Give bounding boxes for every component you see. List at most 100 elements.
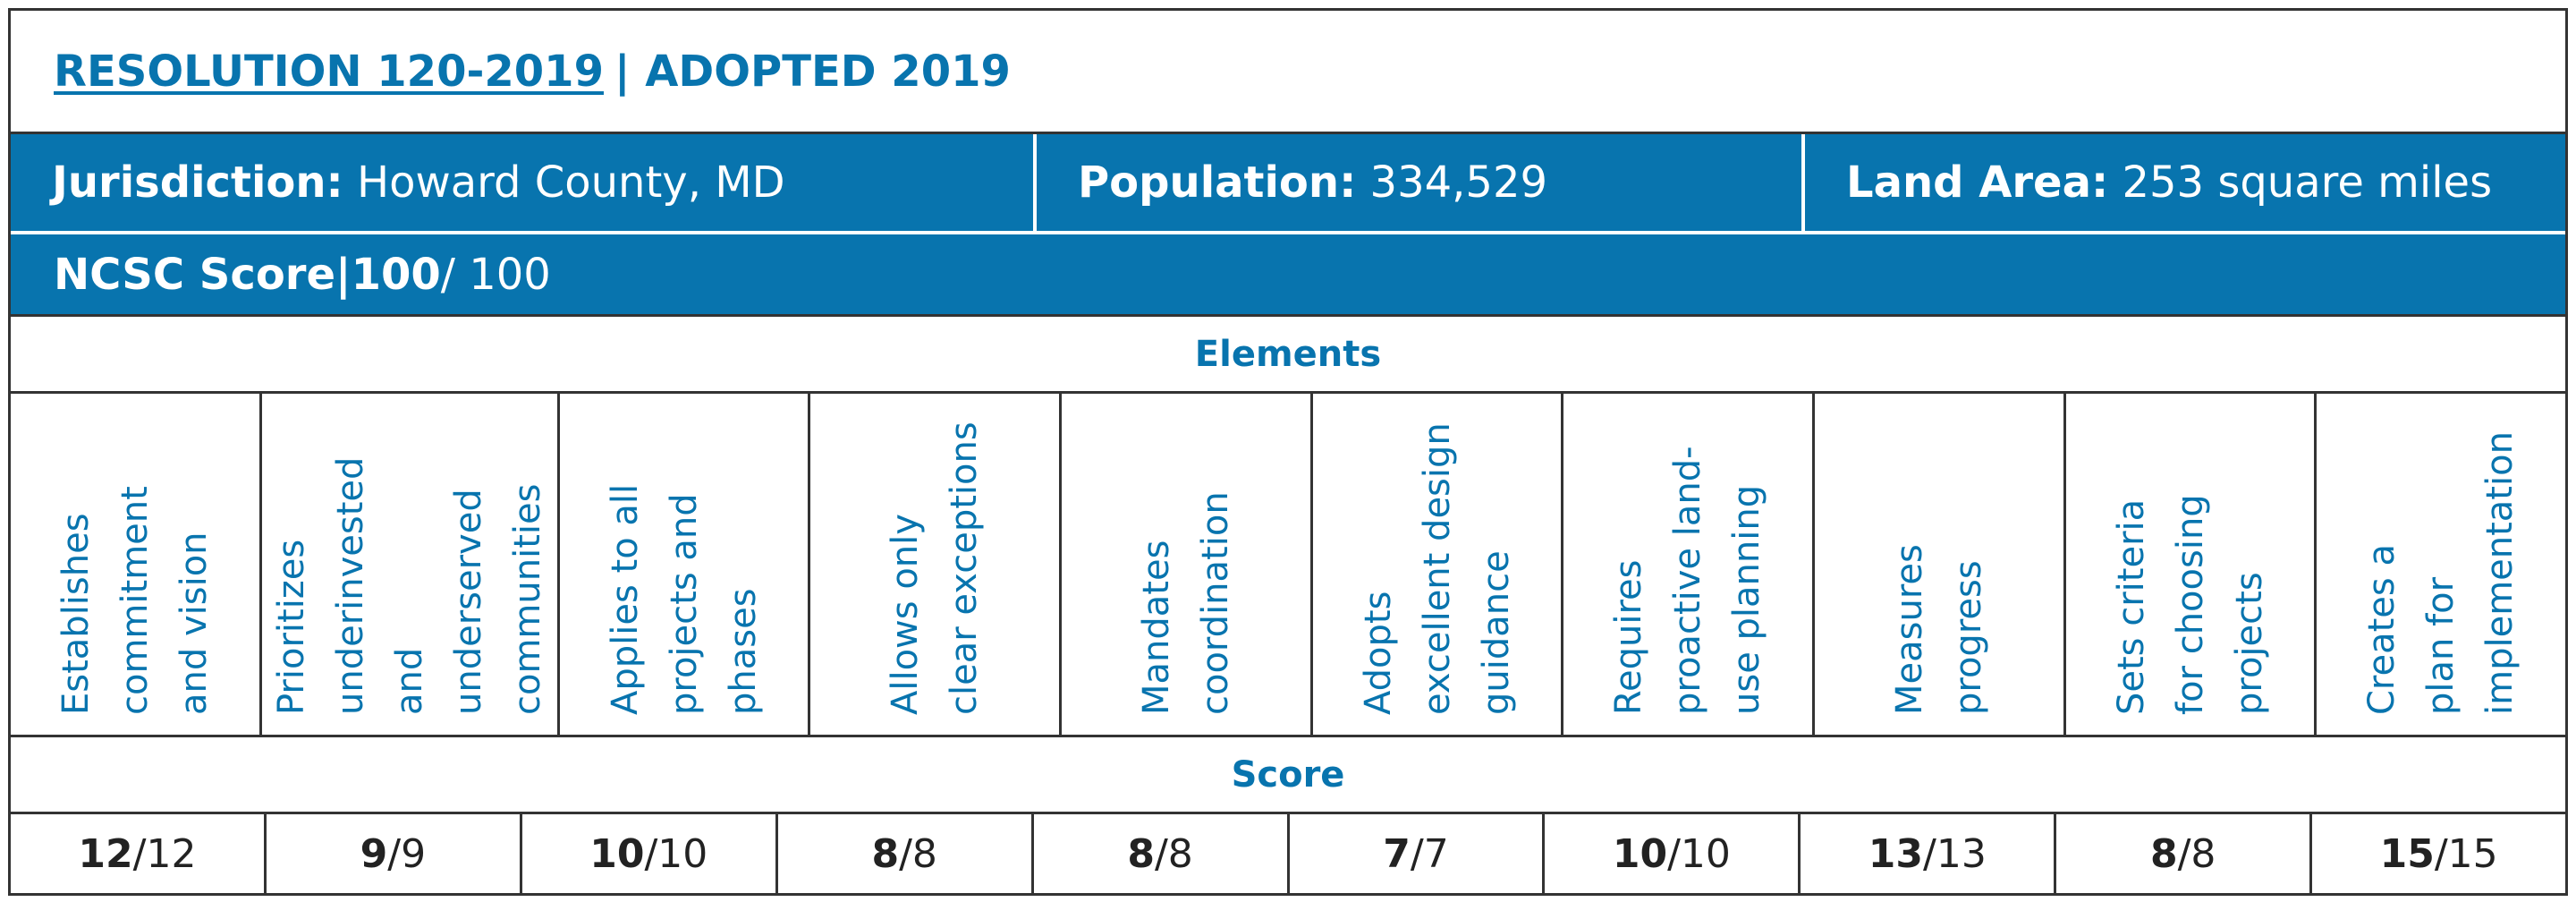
element-line: Requires bbox=[1608, 559, 1650, 715]
element-line: projects and bbox=[663, 493, 705, 715]
info-label: Land Area: bbox=[1846, 157, 2109, 208]
info-value: 334,529 bbox=[1369, 157, 1548, 208]
info-label: Population: bbox=[1078, 157, 1357, 208]
element-line: Sets criteria bbox=[2110, 498, 2152, 715]
score-cell: 7/7 bbox=[1286, 814, 1543, 893]
element-label: Requires proactive land-use planning bbox=[1599, 411, 1776, 715]
resolution-link[interactable]: RESOLUTION 120-2019 bbox=[54, 46, 604, 97]
element-line: Measures bbox=[1888, 544, 1930, 715]
element-line: communities bbox=[506, 483, 548, 715]
element-label: Prioritizes underinvested and underserved c… bbox=[262, 411, 557, 715]
score-value: 7 bbox=[1383, 830, 1411, 877]
score-cell: 10/10 bbox=[1542, 814, 1798, 893]
element-line: implementation bbox=[2479, 431, 2521, 715]
score-value: 15 bbox=[2379, 830, 2435, 877]
element-line: Prioritizes bbox=[270, 539, 312, 715]
element-line: excellent design bbox=[1416, 422, 1458, 715]
element-cell: Allows only clear exceptions bbox=[808, 394, 1059, 735]
element-line: Applies to all bbox=[604, 483, 646, 715]
score-max: /12 bbox=[132, 830, 197, 877]
score-max: /10 bbox=[1667, 830, 1731, 877]
info-cell: Jurisdiction: Howard County, MD bbox=[11, 134, 1033, 231]
scores-row: 12/12 9/9 10/10 8/8 8/8 7/7 10/10 13/13 8/8 15/15 bbox=[11, 814, 2565, 893]
score-max: /15 bbox=[2434, 830, 2498, 877]
resolution-card: RESOLUTION 120-2019 | ADOPTED 2019 Juris… bbox=[8, 8, 2568, 896]
element-label: Mandates coordination bbox=[1127, 411, 1245, 715]
score-value: 13 bbox=[1868, 830, 1923, 877]
info-row: Jurisdiction: Howard County, MD Populatio… bbox=[11, 134, 2565, 231]
score-value: 8 bbox=[2149, 830, 2178, 877]
element-line: commitment bbox=[114, 486, 156, 715]
element-line: Establishes bbox=[55, 513, 97, 715]
score-cell: 12/12 bbox=[11, 814, 264, 893]
element-line: Mandates bbox=[1135, 540, 1177, 715]
element-line: use planning bbox=[1726, 484, 1768, 715]
elements-heading: Elements bbox=[11, 317, 2565, 394]
element-line: Allows only bbox=[885, 514, 927, 715]
element-line: phases bbox=[722, 588, 764, 715]
element-cell: Mandates coordination bbox=[1059, 394, 1310, 735]
element-label: Creates a plan for implementation bbox=[2352, 411, 2529, 715]
score-max: /8 bbox=[2177, 830, 2216, 877]
score-max: /13 bbox=[1923, 830, 1987, 877]
score-cell: 13/13 bbox=[1798, 814, 2054, 893]
score-value: 8 bbox=[871, 830, 900, 877]
ncsc-max: / 100 bbox=[440, 249, 551, 300]
score-cell: 8/8 bbox=[775, 814, 1031, 893]
score-value: 10 bbox=[1612, 830, 1668, 877]
element-label: Applies to all projects and phases bbox=[596, 411, 773, 715]
score-cell: 15/15 bbox=[2309, 814, 2565, 893]
element-line: underinvested bbox=[329, 456, 371, 715]
element-cell: Sets criteria for choosing projects bbox=[2063, 394, 2315, 735]
element-cell: Requires proactive land-use planning bbox=[1561, 394, 1812, 735]
element-cell: Adopts excellent design guidance bbox=[1309, 394, 1562, 735]
score-value: 9 bbox=[360, 830, 388, 877]
element-label: Allows only clear exceptions bbox=[876, 411, 994, 715]
info-cell: Land Area: 253 square miles bbox=[1801, 134, 2565, 231]
info-label: Jurisdiction: bbox=[52, 157, 343, 208]
element-line: and underserved bbox=[388, 489, 489, 715]
element-label: Establishes commitment and vision bbox=[47, 411, 224, 715]
element-cell: Applies to all projects and phases bbox=[556, 394, 809, 735]
element-line: Adopts bbox=[1357, 591, 1399, 715]
element-label: Adopts excellent design guidance bbox=[1349, 411, 1526, 715]
score-value: 10 bbox=[589, 830, 645, 877]
score-heading: Score bbox=[11, 737, 2565, 814]
score-cell: 10/10 bbox=[519, 814, 775, 893]
ncsc-score: 100 bbox=[351, 249, 441, 300]
score-cell: 9/9 bbox=[263, 814, 520, 893]
element-line: proactive land- bbox=[1667, 446, 1709, 715]
elements-row: Establishes commitment and vision Prioritiz… bbox=[11, 394, 2565, 737]
info-cell: Population: 334,529 bbox=[1033, 134, 1801, 231]
element-line: progress bbox=[1947, 560, 1989, 715]
info-value: 253 square miles bbox=[2122, 157, 2493, 208]
element-line: Creates a bbox=[2361, 544, 2403, 715]
element-cell: Establishes commitment and vision bbox=[11, 394, 259, 735]
score-max: /10 bbox=[644, 830, 708, 877]
element-cell: Prioritizes underinvested and underserved c… bbox=[258, 394, 557, 735]
ncsc-row: NCSC Score | 100 / 100 bbox=[11, 231, 2565, 317]
score-max: /8 bbox=[1154, 830, 1193, 877]
element-line: for choosing bbox=[2169, 494, 2211, 715]
score-max: /8 bbox=[899, 830, 937, 877]
element-line: projects bbox=[2228, 572, 2270, 715]
adopted-text: | ADOPTED 2019 bbox=[614, 46, 1011, 97]
ncsc-separator: | bbox=[335, 249, 352, 300]
info-value: Howard County, MD bbox=[357, 157, 785, 208]
score-max: /9 bbox=[387, 830, 427, 877]
element-line: guidance bbox=[1475, 550, 1517, 715]
score-value: 12 bbox=[78, 830, 133, 877]
score-max: /7 bbox=[1410, 830, 1449, 877]
score-cell: 8/8 bbox=[2054, 814, 2309, 893]
element-cell: Measures progress bbox=[1812, 394, 2063, 735]
element-label: Sets criteria for choosing projects bbox=[2102, 411, 2279, 715]
ncsc-label: NCSC Score bbox=[54, 249, 336, 300]
title-row: RESOLUTION 120-2019 | ADOPTED 2019 bbox=[11, 11, 2565, 134]
element-line: clear exceptions bbox=[944, 421, 986, 715]
element-line: and vision bbox=[173, 532, 215, 715]
score-value: 8 bbox=[1127, 830, 1155, 877]
score-cell: 8/8 bbox=[1030, 814, 1287, 893]
element-line: plan for bbox=[2420, 576, 2462, 715]
element-line: coordination bbox=[1194, 491, 1236, 715]
